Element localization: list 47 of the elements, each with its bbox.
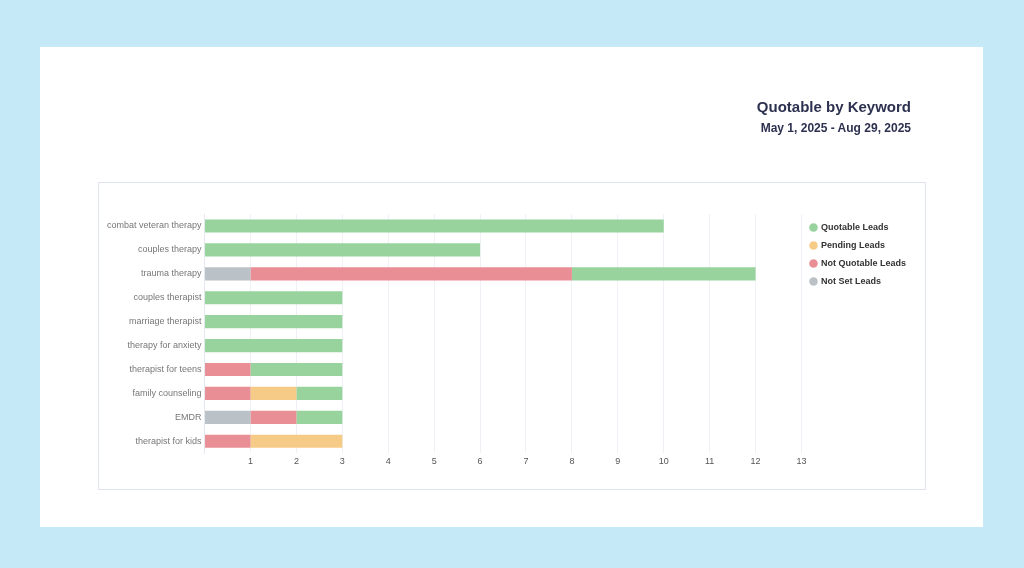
x-tick-label: 12 — [750, 456, 761, 467]
bar — [205, 338, 343, 353]
x-tick-label: 10 — [658, 456, 669, 467]
text: May 1, 2025 - Aug 29, 2025 — [760, 121, 911, 135]
y-tick-label: EMDR — [175, 411, 203, 422]
bar — [205, 410, 251, 424]
y-tick-label: therapist for kids — [135, 435, 203, 446]
y-tick-label: therapy for anxiety — [127, 340, 203, 351]
y-tick-label: combat veteran therapy — [106, 220, 203, 231]
y-tick-label: family counseling — [132, 387, 202, 398]
bar — [205, 362, 251, 377]
x-tick-label: 11 — [704, 456, 715, 467]
bar — [205, 243, 481, 257]
legend-label: Pending Leads — [820, 239, 886, 250]
bar — [296, 410, 343, 424]
legend-label: Not Quotable Leads — [820, 257, 907, 268]
bar — [250, 362, 343, 377]
y-tick-label: couples therapist — [133, 292, 203, 303]
y-tick-label: therapist for teens — [129, 363, 203, 374]
x-tick-label: 6 — [477, 456, 483, 467]
bar — [205, 434, 251, 448]
bar — [205, 291, 343, 305]
y-tick-label: couples therapy — [138, 244, 203, 255]
x-tick-label: 7 — [523, 456, 529, 467]
x-tick-label: 4 — [385, 456, 391, 467]
x-tick-label: 8 — [569, 456, 575, 467]
bar — [205, 315, 343, 329]
bar — [296, 386, 343, 400]
bar — [205, 267, 251, 281]
bar — [250, 434, 343, 448]
x-tick-label: 5 — [431, 456, 437, 467]
text: Quotable by Keyword — [756, 98, 911, 115]
legend-label: Not Set Leads — [820, 275, 882, 286]
bar — [205, 219, 664, 233]
x-tick-label: 2 — [293, 456, 299, 467]
x-tick-label: 13 — [796, 456, 807, 467]
x-tick-label: 9 — [615, 456, 621, 467]
y-tick-label: trauma therapy — [141, 268, 203, 279]
x-tick-label: 1 — [247, 456, 253, 467]
bar — [205, 386, 251, 400]
bar — [571, 267, 756, 281]
x-tick-label: 3 — [339, 456, 345, 467]
y-tick-label: marriage therapist — [129, 316, 203, 327]
bar — [250, 267, 572, 281]
legend-label: Quotable Leads — [820, 221, 889, 232]
bar — [250, 386, 297, 400]
bar — [250, 410, 297, 424]
